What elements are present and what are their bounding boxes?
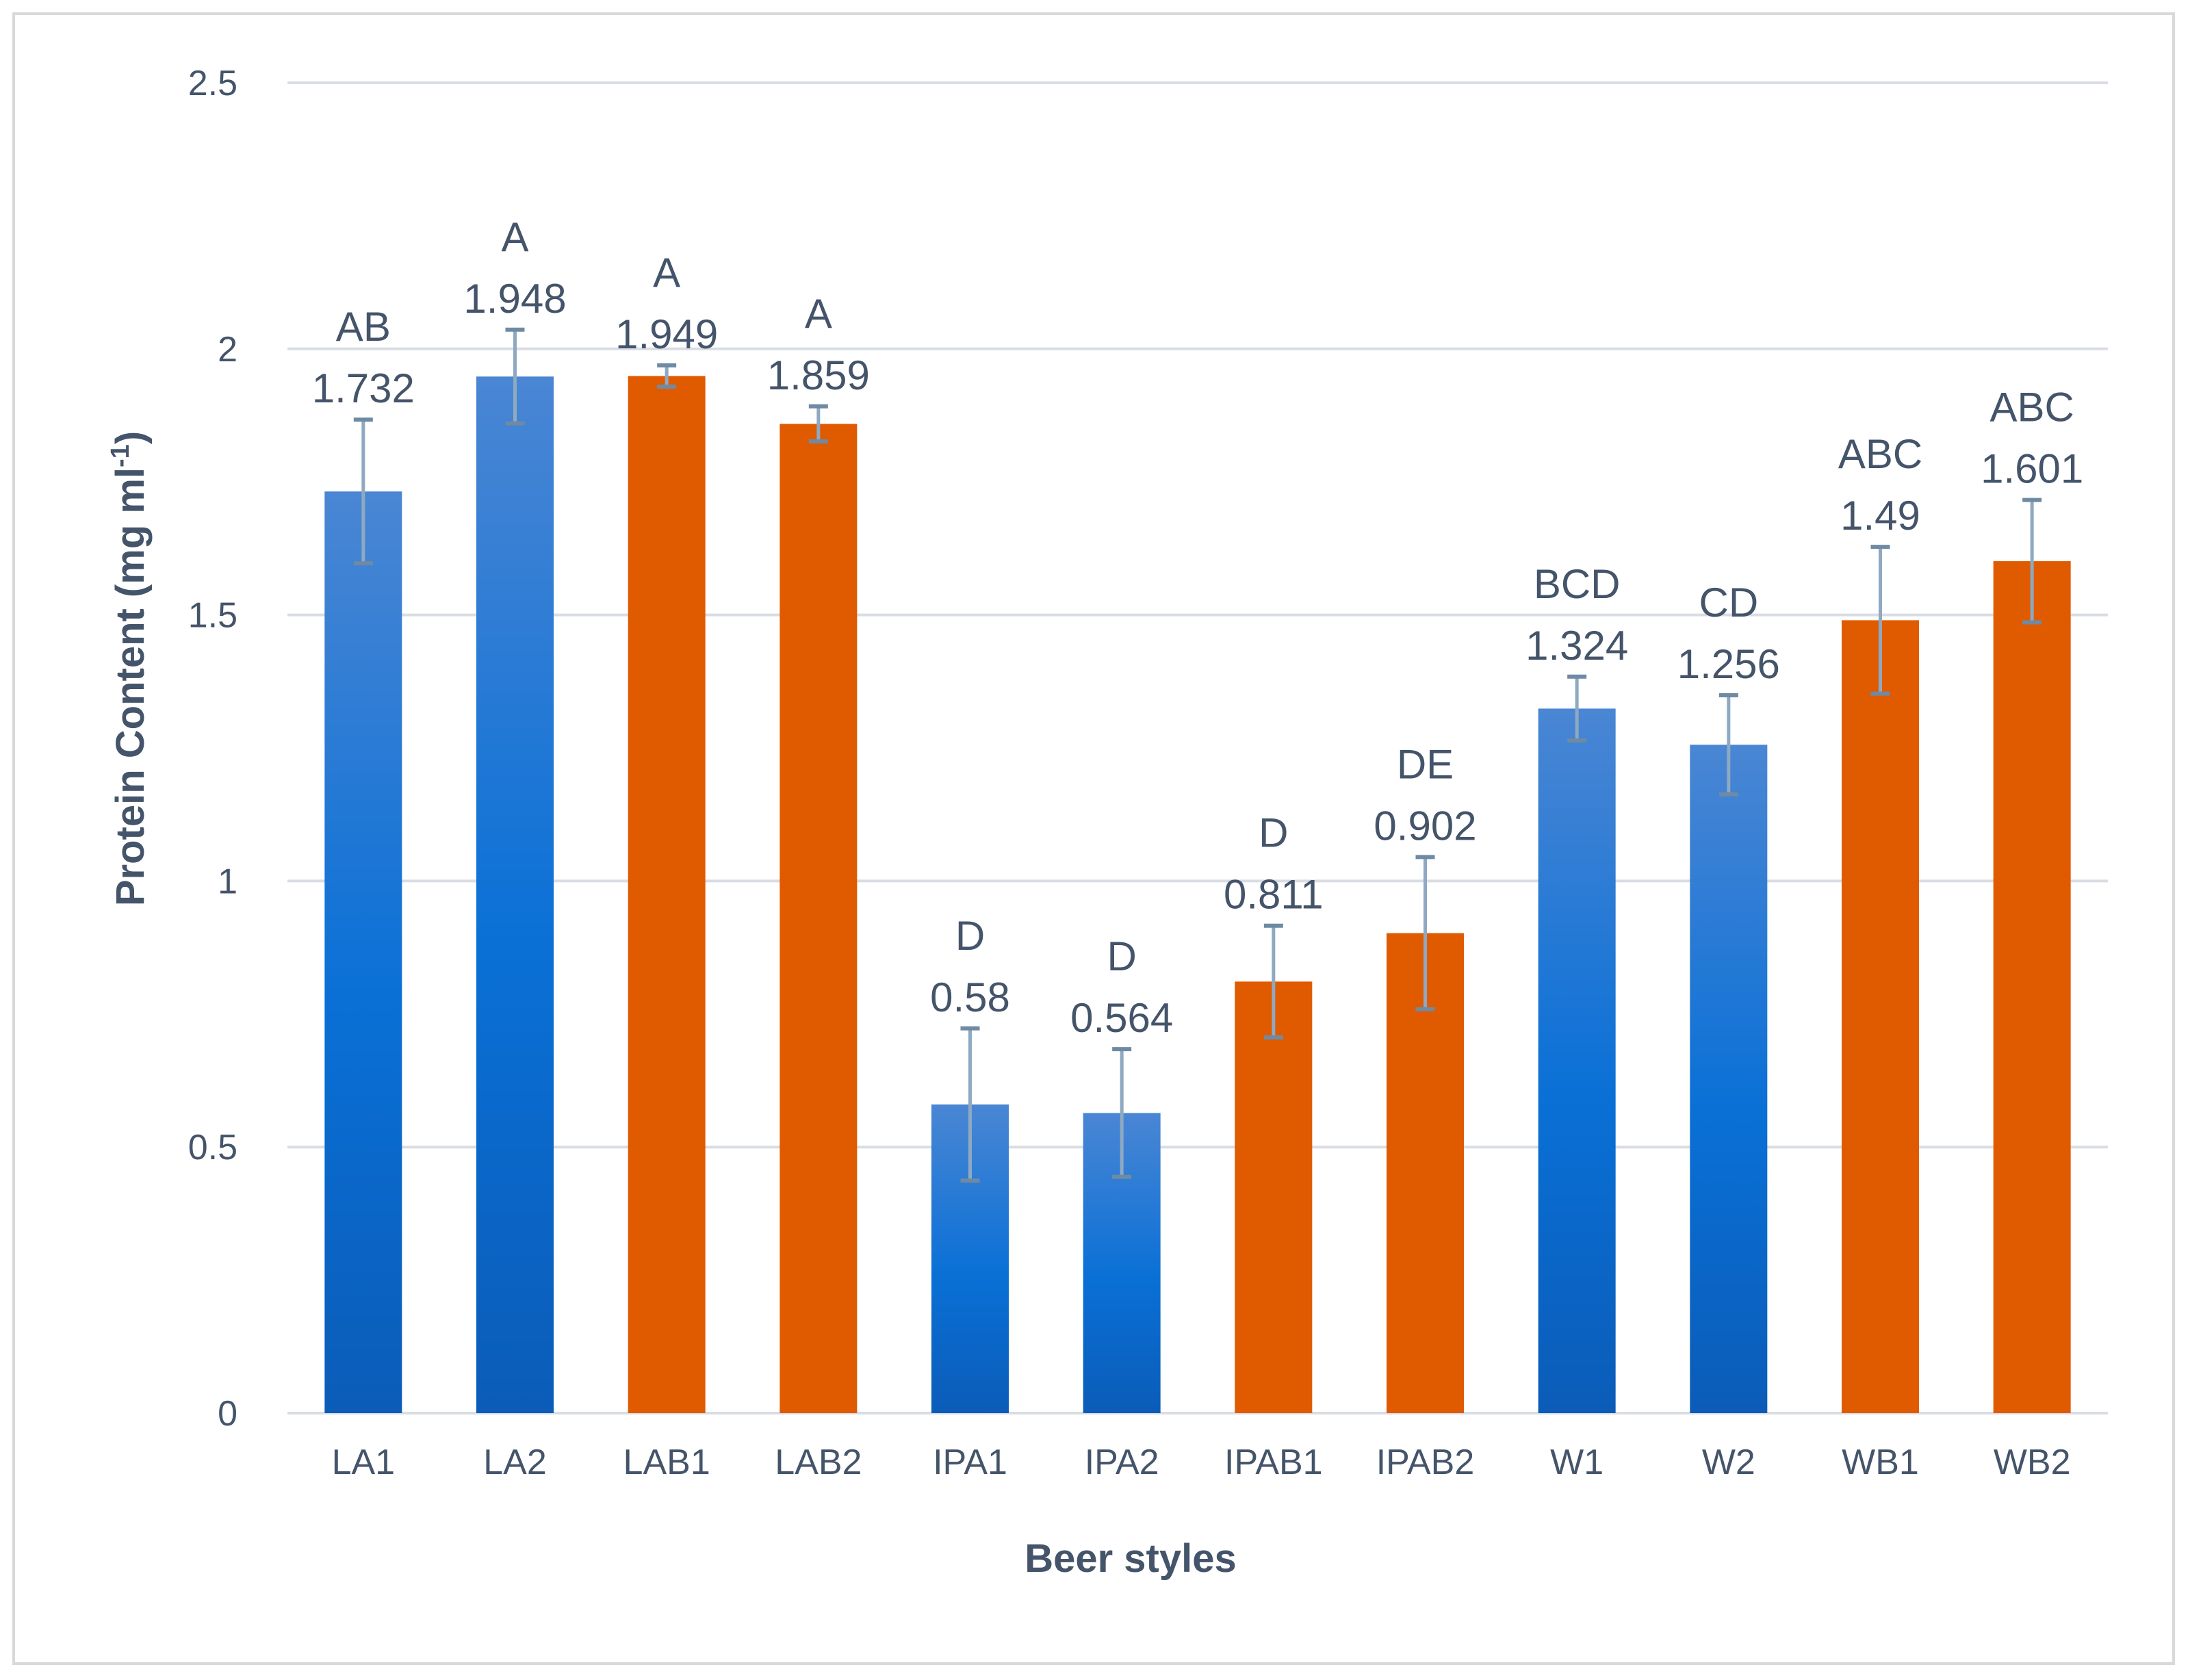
x-tick-label-w2: W2 [1702, 1443, 1755, 1482]
x-tick-label-ipab2: IPAB2 [1376, 1443, 1475, 1482]
error-bar-w2 [1718, 693, 1738, 797]
y-axis-ticks: 0 0.5 1 1.5 2 2.5 [188, 64, 237, 1434]
data-labels: 1.732 AB 1.948 A 1.949 A 1.859 A 0.58 D 0.564 D 0.81… [312, 214, 2083, 1041]
group-label-ipab1: D [1259, 810, 1288, 856]
value-label-ipa1: 0.58 [930, 974, 1010, 1020]
x-tick-label-lab2: LAB2 [775, 1443, 862, 1482]
bar-lab1 [628, 376, 706, 1414]
bar-ipab2 [1387, 933, 1464, 1413]
y-tick-label: 2 [218, 330, 237, 370]
y-tick-label: 1.5 [188, 596, 237, 636]
x-tick-label-wb1: WB1 [1842, 1443, 1919, 1482]
bar-la1 [324, 491, 402, 1413]
x-tick-label-w1: W1 [1550, 1443, 1603, 1482]
x-tick-label-ipa2: IPA2 [1085, 1443, 1159, 1482]
error-bar-ipab2 [1415, 855, 1435, 1011]
group-label-ipa2: D [1107, 933, 1136, 979]
x-tick-label-ipab1: IPAB1 [1224, 1443, 1323, 1482]
value-label-wb1: 1.49 [1840, 493, 1920, 539]
error-bar-w1 [1567, 674, 1587, 743]
x-tick-label-la2: LA2 [483, 1443, 547, 1482]
x-tick-label-lab1: LAB1 [623, 1443, 710, 1482]
value-label-w1: 1.324 [1525, 623, 1628, 669]
bar-wb1 [1842, 620, 1919, 1413]
bar-wb2 [1993, 561, 2071, 1413]
error-bar-wb1 [1870, 545, 1890, 696]
group-label-wb1: ABC [1838, 431, 1922, 477]
error-bar-ipa2 [1112, 1047, 1132, 1179]
error-bar-lab1 [657, 363, 677, 389]
value-label-w2: 1.256 [1677, 641, 1780, 687]
y-axis-title-close: ) [108, 431, 153, 444]
value-label-lab1: 1.949 [615, 311, 718, 357]
error-bar-ipa1 [960, 1026, 980, 1183]
error-bar-ipab1 [1263, 923, 1283, 1040]
error-bar-lab2 [808, 404, 828, 444]
bar-w2 [1690, 745, 1768, 1413]
chart-frame: 1.732 AB 1.948 A 1.949 A 1.859 A 0.58 D 0.564 D 0.81… [12, 12, 2175, 1665]
y-axis-title: Protein Content (mg ml-1) [106, 431, 153, 906]
group-label-w2: CD [1699, 580, 1758, 625]
value-label-ipab1: 0.811 [1224, 872, 1324, 918]
group-label-ipa1: D [955, 913, 985, 959]
y-tick-label: 0 [218, 1394, 237, 1434]
value-label-wb2: 1.601 [1981, 446, 2083, 492]
group-label-lab2: A [805, 291, 832, 337]
error-bar-wb2 [2022, 497, 2042, 625]
gridlines [287, 81, 2108, 1414]
value-label-ipab2: 0.902 [1374, 803, 1476, 849]
x-tick-label-la1: LA1 [332, 1443, 396, 1482]
x-tick-label-ipa1: IPA1 [933, 1443, 1007, 1482]
value-label-lab2: 1.859 [767, 352, 870, 398]
y-axis-title-main: Protein Content (mg ml [108, 467, 153, 906]
x-tick-label-wb2: WB2 [1994, 1443, 2071, 1482]
bar-ipab1 [1235, 981, 1313, 1413]
bar-la2 [476, 376, 554, 1413]
group-label-lab1: A [653, 250, 680, 296]
bar-chart: 1.732 AB 1.948 A 1.949 A 1.859 A 0.58 D 0.564 D 0.81… [106, 64, 2108, 1581]
bar-lab2 [780, 424, 858, 1413]
group-label-wb2: ABC [1989, 385, 2074, 430]
group-label-la2: A [501, 214, 528, 260]
error-bar-la1 [353, 417, 373, 566]
value-label-la1: 1.732 [312, 365, 415, 411]
group-label-ipab2: DE [1397, 741, 1454, 787]
value-label-ipa2: 0.564 [1070, 995, 1173, 1041]
bars [324, 376, 2071, 1414]
value-label-la2: 1.948 [463, 276, 566, 322]
bar-w1 [1538, 708, 1616, 1413]
error-bars [353, 327, 2042, 1183]
y-tick-label: 2.5 [188, 64, 237, 103]
y-axis-title-superscript: -1 [106, 444, 135, 467]
y-tick-label: 1 [218, 862, 237, 901]
error-bar-la2 [505, 327, 525, 426]
x-axis-ticks: LA1 LA2 LAB1 LAB2 IPA1 IPA2 IPAB1 IPAB2 W1 W2 WB1 W… [332, 1443, 2071, 1482]
x-axis-title: Beer styles [1025, 1536, 1237, 1581]
group-label-w1: BCD [1534, 561, 1621, 607]
group-label-la1: AB [336, 304, 391, 350]
y-tick-label: 0.5 [188, 1128, 237, 1167]
